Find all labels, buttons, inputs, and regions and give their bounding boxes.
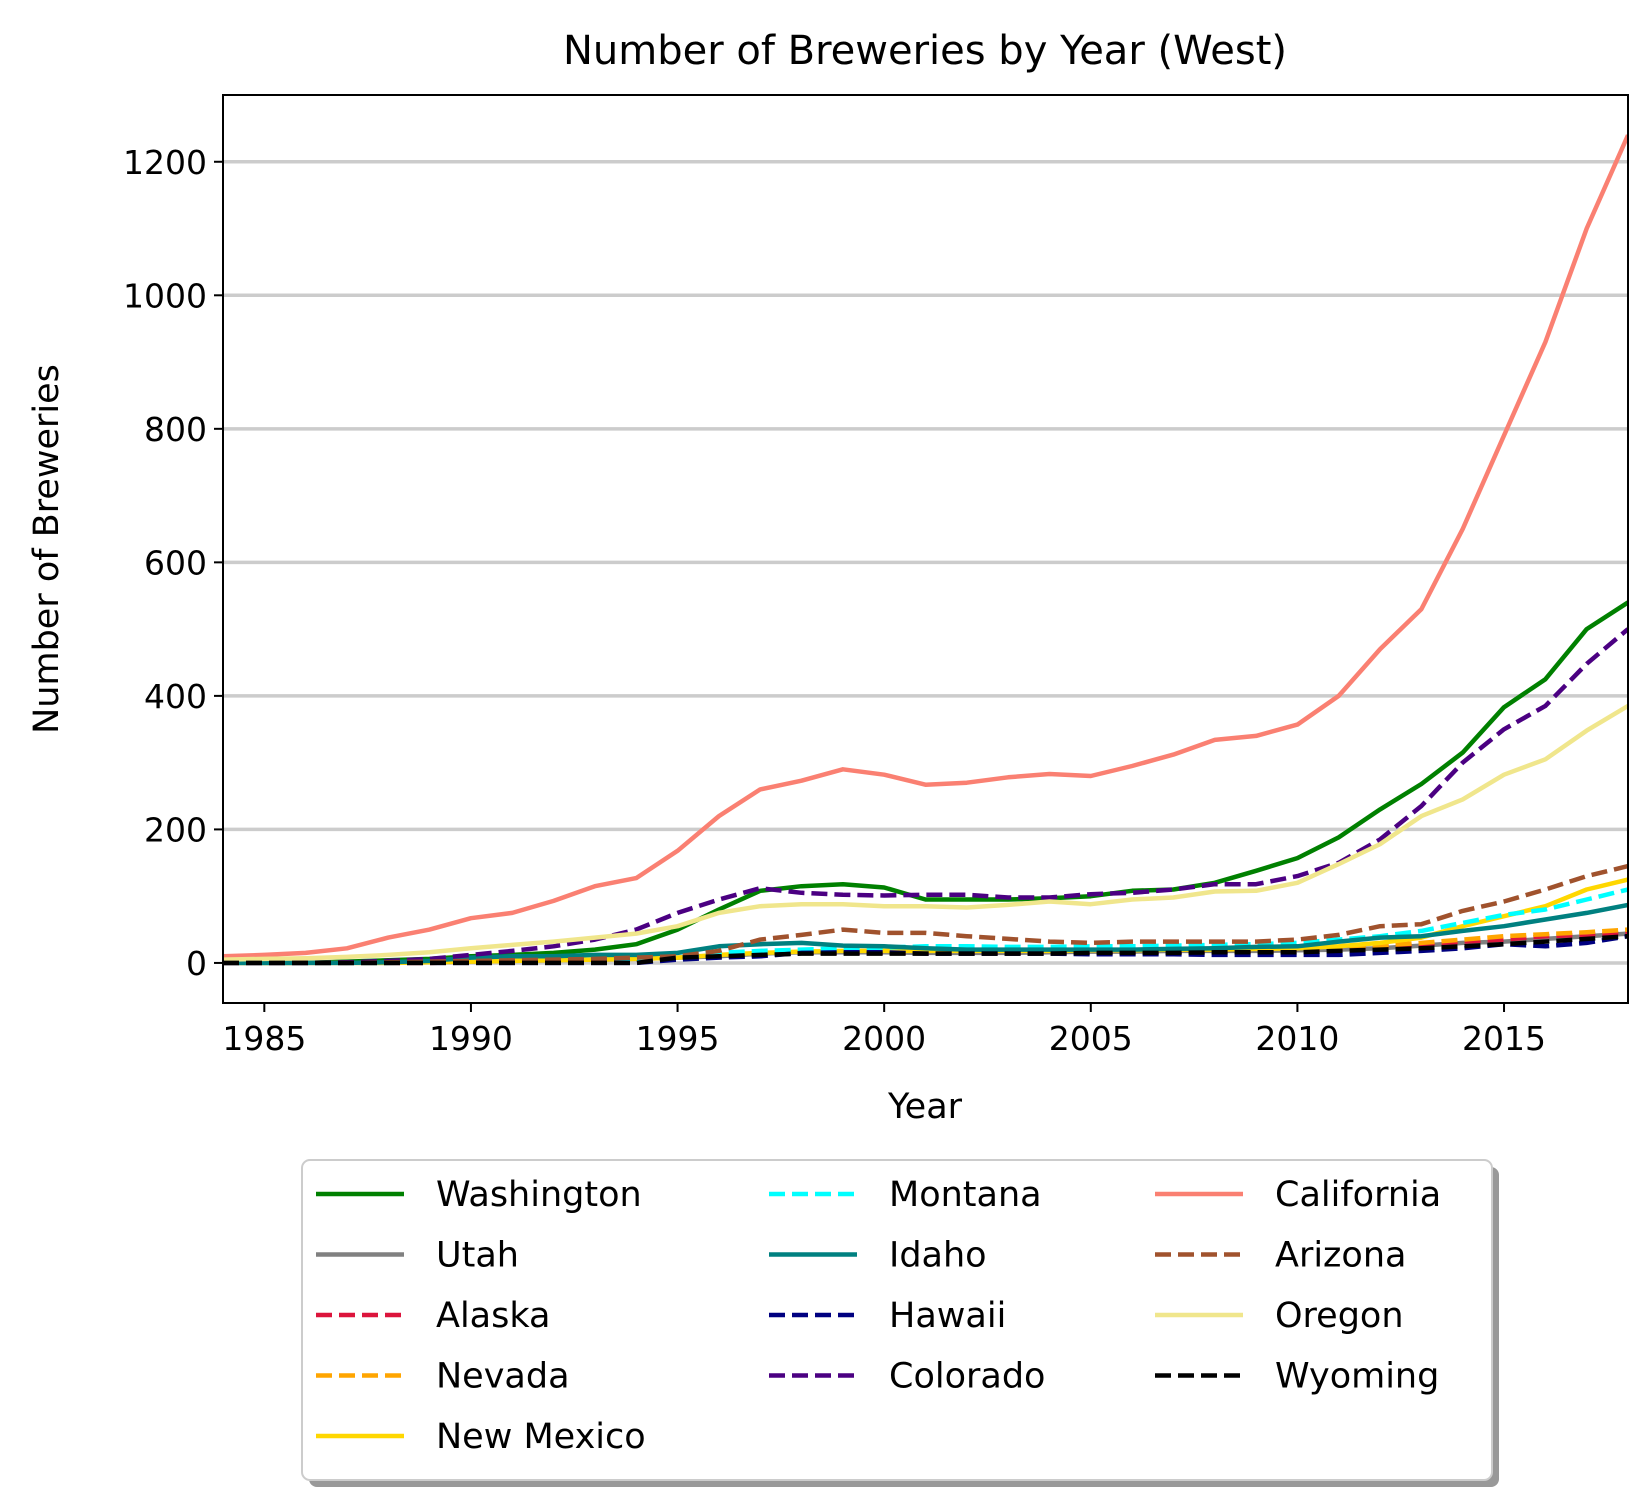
chart-title: Number of Breweries by Year (West) [563,28,1287,74]
x-tick-label: 1985 [222,1019,306,1058]
legend-label: Montana [889,1175,1042,1215]
x-tick-label: 2005 [1049,1019,1133,1058]
x-tick-label: 2000 [842,1019,926,1058]
legend-item-new-mexico: New Mexico [316,1417,646,1457]
legend-item-washington: Washington [316,1175,642,1215]
y-tick-label: 200 [144,810,207,849]
y-axis-title: Number of Breweries [27,364,67,734]
legend-label: New Mexico [436,1417,646,1457]
legend-item-california: California [1155,1175,1441,1215]
plot-frame [222,94,1629,1004]
legend-item-alaska: Alaska [316,1296,550,1336]
x-axis: 1985 1990 1995 2000 2005 2010 2015 [222,1003,1546,1058]
x-axis-title: Year [887,1087,963,1127]
series-line-colorado [223,627,1628,966]
legend-label: Nevada [436,1357,570,1397]
legend-label: Colorado [889,1357,1045,1397]
legend-item-idaho: Idaho [769,1236,987,1276]
legend-label: Oregon [1275,1296,1404,1336]
legend-item-nevada: Nevada [316,1357,570,1397]
legend-box [301,1159,1493,1481]
legend-label: California [1275,1175,1441,1215]
x-tick-label: 1990 [429,1019,513,1058]
y-tick-label: 600 [144,543,207,582]
series-line-oregon [223,703,1628,962]
x-tick-label: 1995 [636,1019,720,1058]
series-line-wyoming [223,933,1628,966]
x-tick-label: 2015 [1462,1019,1546,1058]
legend-item-wyoming: Wyoming [1155,1357,1439,1397]
series-line-california [223,134,1628,959]
y-tick-label: 800 [144,410,207,449]
plot-gridlines [223,160,1628,965]
series-line-idaho [223,902,1628,966]
legend-item-hawaii: Hawaii [769,1296,1006,1336]
y-tick-label: 1200 [123,143,207,182]
legend-item-montana: Montana [769,1175,1042,1215]
legend-item-colorado: Colorado [769,1357,1045,1397]
legend-label: Arizona [1275,1236,1406,1276]
legend-label: Washington [436,1175,642,1215]
legend: Washington Utah Alaska Nevada New Mexico Mont… [301,1159,1499,1487]
legend-item-oregon: Oregon [1155,1296,1404,1336]
legend-label: Hawaii [889,1296,1006,1336]
legend-item-arizona: Arizona [1155,1236,1406,1276]
y-axis: 0 200 400 600 800 1000 1200 [123,143,223,983]
x-tick-label: 2010 [1255,1019,1339,1058]
y-tick-label: 400 [144,677,207,716]
legend-label: Utah [436,1236,519,1276]
plot-series [223,134,1628,966]
y-tick-label: 1000 [123,276,207,315]
legend-label: Alaska [436,1296,550,1336]
legend-label: Wyoming [1275,1357,1439,1397]
legend-label: Idaho [889,1236,987,1276]
legend-item-utah: Utah [316,1236,519,1276]
y-tick-label: 0 [186,944,207,983]
